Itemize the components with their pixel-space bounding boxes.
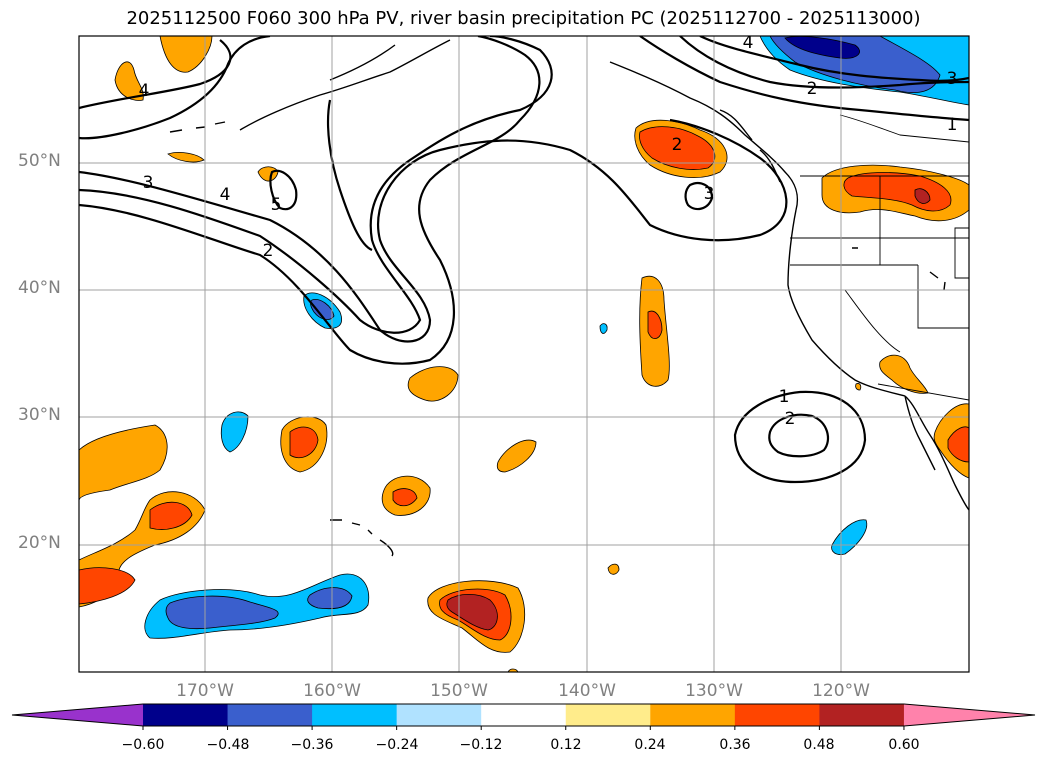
contour-label: 2 xyxy=(672,135,683,155)
map-panel: 4 3 2 5 4 2 3 1 2 3 4 2 1 3 3 xyxy=(79,33,969,672)
colorbar-tick-label: −0.12 xyxy=(459,737,503,753)
coastlines xyxy=(169,39,969,557)
contour-labels: 4 3 2 5 4 2 3 1 2 3 4 2 1 3 3 xyxy=(139,33,958,429)
precip-area xyxy=(392,488,418,507)
pv-contour-3 xyxy=(326,99,373,252)
precip-area xyxy=(257,166,279,182)
precip-area xyxy=(220,411,249,453)
precip-area xyxy=(149,501,193,530)
precip-area xyxy=(165,595,279,630)
pv-contour-2 xyxy=(699,36,969,82)
colorbar-tick-label: 0.12 xyxy=(550,737,582,753)
pv-contour-1 xyxy=(733,390,867,484)
precip-area xyxy=(79,567,136,605)
contour-label: 4 xyxy=(743,33,754,53)
contour-label: 2 xyxy=(263,241,274,261)
precip-area xyxy=(639,126,716,170)
positive-precip-areas xyxy=(79,36,969,672)
precip-area xyxy=(647,310,663,339)
contour-label: 3 xyxy=(143,173,154,193)
colorbar-segment xyxy=(565,704,651,726)
lon-label: 150°W xyxy=(430,681,488,701)
precip-area xyxy=(947,426,969,463)
colorbar-segment xyxy=(650,704,736,726)
pv-contour-4 xyxy=(79,36,553,334)
colorbar-tick-label: 0.24 xyxy=(634,737,666,753)
precip-area xyxy=(599,323,608,334)
precip-area xyxy=(167,152,205,163)
colorbar-tick-label: −0.48 xyxy=(206,737,250,753)
colorbar-segment xyxy=(481,704,567,726)
pv-contour-5 xyxy=(269,169,298,211)
colorbar-segment xyxy=(227,704,313,726)
colorbar-segment xyxy=(734,704,820,726)
precip-area xyxy=(289,426,319,459)
contour-label: 3 xyxy=(704,184,715,204)
colorbar xyxy=(11,703,1036,730)
contour-label: 4 xyxy=(139,81,150,101)
map-frame xyxy=(78,35,970,673)
pv-contour-2 xyxy=(79,36,541,365)
pv-contour-4 xyxy=(679,36,969,89)
precip-area xyxy=(607,563,620,575)
colorbar-segment xyxy=(819,704,905,726)
precip-area xyxy=(855,383,862,391)
negative-precip-areas xyxy=(144,36,969,639)
lon-label: 130°W xyxy=(685,681,743,701)
precip-area xyxy=(914,188,931,204)
contour-label: 5 xyxy=(271,195,282,215)
pv-contour-1 xyxy=(79,39,232,110)
state-borders xyxy=(790,114,969,401)
precip-area xyxy=(307,587,353,610)
precip-area xyxy=(496,439,537,473)
contour-label: 3 xyxy=(947,69,958,89)
lon-label: 140°W xyxy=(558,681,616,701)
colorbar-extension-low xyxy=(12,704,143,726)
pv-contours xyxy=(79,36,969,484)
contour-label: 2 xyxy=(785,409,796,429)
pv-contour-4 xyxy=(79,36,271,140)
colorbar-tick-label: 0.36 xyxy=(719,737,751,753)
precip-area xyxy=(831,519,868,555)
pv-contour-3 xyxy=(79,118,788,343)
colorbar-segment xyxy=(143,704,229,726)
colorbar-segment xyxy=(396,704,482,726)
colorbar-tick-label: 0.60 xyxy=(888,737,920,753)
precip-area xyxy=(159,36,213,73)
precip-area xyxy=(407,366,459,402)
pv-contour-2 xyxy=(768,413,830,458)
contour-label: 2 xyxy=(807,79,818,99)
gridlines xyxy=(79,36,969,672)
colorbar-tick-label: 0.48 xyxy=(803,737,835,753)
lat-label: 40°N xyxy=(18,278,61,298)
lat-label: 50°N xyxy=(18,151,61,171)
colorbar-tick-label: −0.36 xyxy=(290,737,334,753)
lon-label: 170°W xyxy=(176,681,234,701)
pv-contour-2 xyxy=(684,181,714,211)
contour-label: 1 xyxy=(779,387,790,407)
lat-label: 20°N xyxy=(18,533,61,553)
colorbar-tick-label: −0.24 xyxy=(375,737,419,753)
precip-area xyxy=(79,424,168,501)
lon-label: 160°W xyxy=(303,681,361,701)
colorbar-segment xyxy=(312,704,398,726)
lon-label: 120°W xyxy=(812,681,870,701)
contour-label: 4 xyxy=(220,185,231,205)
lat-label: 30°N xyxy=(18,405,61,425)
precip-area xyxy=(879,354,929,394)
contour-label: 1 xyxy=(947,115,958,135)
colorbar-tick-label: −0.60 xyxy=(121,737,165,753)
map-title: 2025112500 F060 300 hPa PV, river basin … xyxy=(126,8,921,29)
colorbar-extension-high xyxy=(903,704,1035,726)
pv-contour-3 xyxy=(639,36,969,122)
